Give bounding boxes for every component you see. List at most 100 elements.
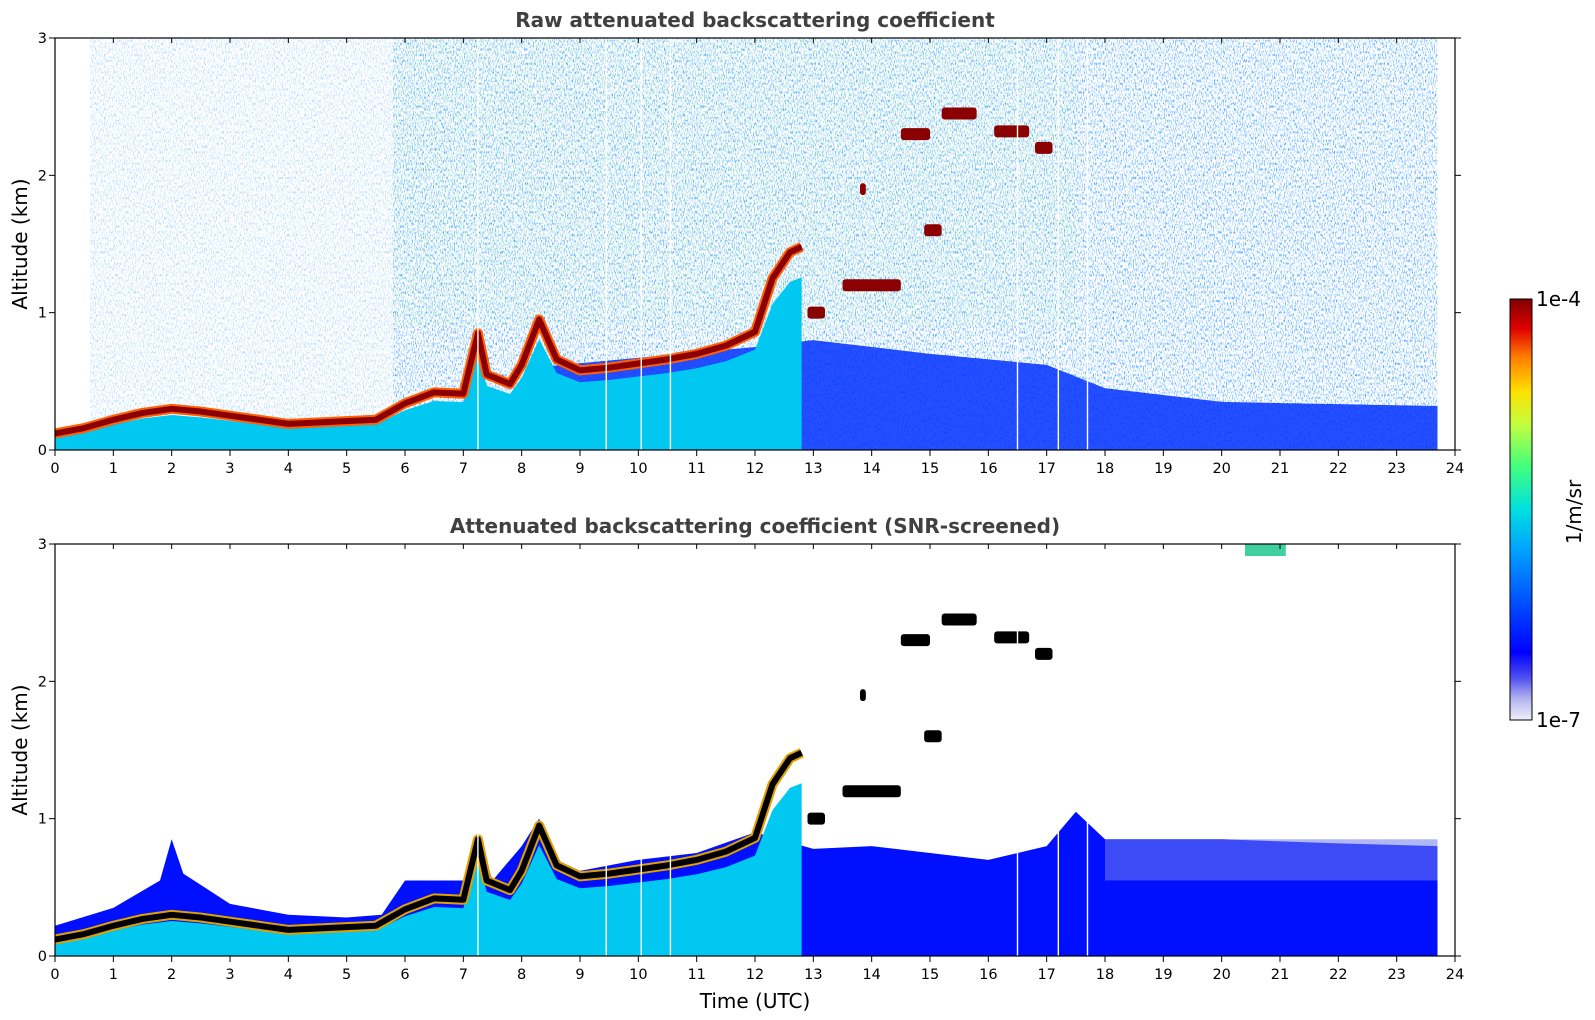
x-tick-label: 12 [746,461,764,477]
cloud-layer [924,730,942,743]
x-tick-label: 22 [1329,967,1347,983]
cloud-layer [900,634,930,647]
x-tick-label: 20 [1212,967,1230,983]
y-tick-label: 2 [38,674,47,690]
x-axis: 0 1 2 3 4 5 6 7 8 9 10 11 12 13 14 15 16 17 18 19 20 21 22 23 24 [50,544,1464,983]
x-tick-label: 7 [459,967,468,983]
x-tick-label: 4 [284,461,293,477]
fringe-layer [1105,839,1438,881]
x-tick-label: 5 [342,967,351,983]
x-tick-label: 21 [1271,967,1289,983]
cloud-fragment [1245,544,1286,556]
x-tick-label: 9 [575,461,584,477]
x-tick-label: 24 [1446,461,1464,477]
x-tick-label: 11 [687,967,705,983]
panel-title: Raw attenuated backscattering coefficien… [515,8,995,32]
x-tick-label: 11 [687,461,705,477]
y-tick-label: 3 [38,537,47,553]
cloud-layer [842,785,901,798]
x-tick-label: 16 [979,461,997,477]
cloud-layer [1035,647,1053,660]
heatmap-layers [55,544,1438,956]
heatmap-area [55,544,1455,956]
x-tick-label: 19 [1154,967,1172,983]
x-tick-label: 3 [225,967,234,983]
cloud-layer [860,689,866,702]
y-axis: 0 1 2 3 [38,31,1461,459]
x-tick-label: 22 [1329,461,1347,477]
cyan-aerosol-layer [55,783,802,956]
noise-texture-blue [90,38,394,450]
x-tick-label: 10 [629,461,647,477]
y-tick-label: 0 [38,443,47,459]
x-tick-label: 8 [517,967,526,983]
cloud-layer [807,812,825,825]
x-tick-label: 12 [746,967,764,983]
y-tick-label: 0 [38,949,47,965]
cloud-layer [842,279,901,292]
colorbar-gradient [1509,298,1533,721]
cloud-layer [941,107,977,120]
cloud-layer [941,613,977,626]
x-tick-label: 23 [1387,461,1405,477]
y-tick-label: 2 [38,168,47,184]
cloud-layer [994,125,1030,138]
x-tick-label: 10 [629,967,647,983]
raw-backscatter-panel: Raw attenuated backscattering coefficien… [8,8,1464,477]
x-tick-label: 16 [979,967,997,983]
x-tick-label: 9 [575,967,584,983]
x-tick-label: 14 [862,967,880,983]
cloud-layer [994,631,1030,644]
cyan-aerosol-layer [55,277,802,450]
x-tick-label: 23 [1387,967,1405,983]
x-tick-label: 15 [921,461,939,477]
colorbar: 1e-4 1e-7 1/m/sr [1509,287,1586,732]
heatmap-layers [55,38,1438,450]
x-tick-label: 17 [1037,967,1055,983]
heatmap-area [55,38,1455,450]
x-tick-label: 19 [1154,461,1172,477]
colorbar-unit-label: 1/m/sr [1562,479,1586,544]
y-axis-label: Altitude (km) [8,178,32,309]
y-axis-label: Altitude (km) [8,684,32,815]
x-tick-label: 0 [50,461,59,477]
x-tick-label: 2 [167,461,176,477]
x-tick-label: 0 [50,967,59,983]
x-tick-label: 18 [1096,967,1114,983]
x-tick-label: 8 [517,461,526,477]
x-tick-label: 17 [1037,461,1055,477]
x-tick-label: 5 [342,461,351,477]
x-tick-label: 18 [1096,461,1114,477]
x-tick-label: 24 [1446,967,1464,983]
x-tick-label: 14 [862,461,880,477]
y-tick-label: 1 [38,812,47,828]
x-tick-label: 7 [459,461,468,477]
noise-texture-green [393,38,1076,327]
x-tick-label: 1 [109,461,118,477]
x-tick-label: 6 [400,461,409,477]
x-axis: 0 1 2 3 4 5 6 7 8 9 10 11 12 13 14 15 16 17 18 19 20 21 22 23 24 [50,38,1464,477]
x-tick-label: 2 [167,967,176,983]
x-axis-label: Time (UTC) [699,989,811,1013]
cloud-layer [807,306,825,319]
y-tick-label: 3 [38,31,47,47]
colorbar-min-label: 1e-7 [1536,708,1581,732]
x-tick-label: 4 [284,967,293,983]
cloud-layer [900,128,930,141]
colorbar-max-label: 1e-4 [1536,287,1581,311]
y-axis: 0 1 2 3 [38,537,1461,965]
x-tick-label: 20 [1212,461,1230,477]
x-tick-label: 6 [400,967,409,983]
x-tick-label: 21 [1271,461,1289,477]
x-tick-label: 13 [804,461,822,477]
x-tick-label: 15 [921,967,939,983]
cloud-layer [1035,141,1053,154]
cloud-layer [860,183,866,196]
x-tick-label: 1 [109,967,118,983]
cloud-layer [924,224,942,237]
x-tick-label: 3 [225,461,234,477]
snr-screened-panel: Attenuated backscattering coefficient (S… [8,514,1464,1013]
panel-title: Attenuated backscattering coefficient (S… [450,514,1060,538]
y-tick-label: 1 [38,306,47,322]
